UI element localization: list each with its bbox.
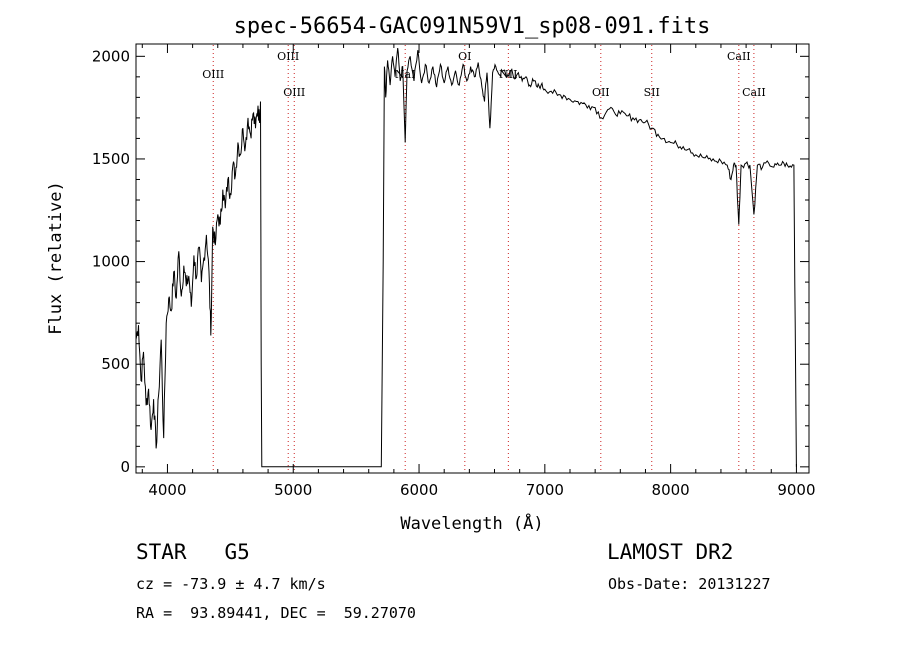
x-tick-label: 6000 [400,481,438,499]
spectral-line-label: OII [592,86,610,99]
redshift-velocity: cz = -73.9 ± 4.7 km/s [136,575,326,593]
y-tick-label: 2000 [92,47,130,65]
x-tick-label: 7000 [526,481,564,499]
spectral-line-label: SII [644,86,660,99]
spectral-line-label: CaII [727,50,751,63]
y-axis-ticks: 0 500 1000 1500 2000 [92,47,809,476]
y-tick-label: 500 [101,355,130,373]
y-tick-label: 0 [120,458,130,476]
coordinates: RA = 93.89441, DEC = 59.27070 [136,604,416,622]
x-tick-label: 8000 [652,481,690,499]
x-axis-label: Wavelength (Å) [400,512,543,534]
chart-title: spec-56654-GAC091N59V1_sp08-091.fits [234,14,711,39]
spectral-line-label: OIII [277,50,299,63]
y-axis-label: Flux (relative) [46,181,66,335]
plot-frame [135,43,810,474]
y-tick-label: 1000 [92,253,130,271]
object-class: STAR G5 [136,540,250,564]
spectral-line-label: OIII [283,86,305,99]
spectrum-series [135,48,797,468]
x-tick-label: 5000 [274,481,312,499]
spectral-line-label: OIII [202,68,224,81]
spectral-line-label: CaII [742,86,766,99]
x-tick-label: 9000 [777,481,815,499]
spectrum-line [135,48,797,468]
x-tick-label: 4000 [148,481,186,499]
observation-date: Obs-Date: 20131227 [608,575,771,593]
x-axis-ticks: 4000 5000 6000 7000 8000 9000 [141,44,816,499]
spectral-line-label: OI [458,50,471,63]
survey-name: LAMOST DR2 [607,540,734,564]
y-tick-label: 1500 [92,150,130,168]
